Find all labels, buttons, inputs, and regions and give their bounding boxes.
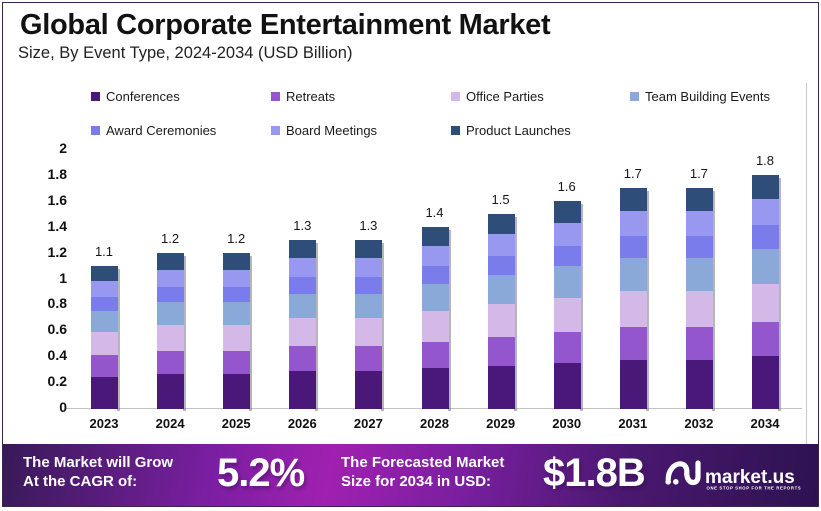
svg-text:ONE STOP SHOP FOR THE REPORTS: ONE STOP SHOP FOR THE REPORTS [707, 486, 802, 491]
